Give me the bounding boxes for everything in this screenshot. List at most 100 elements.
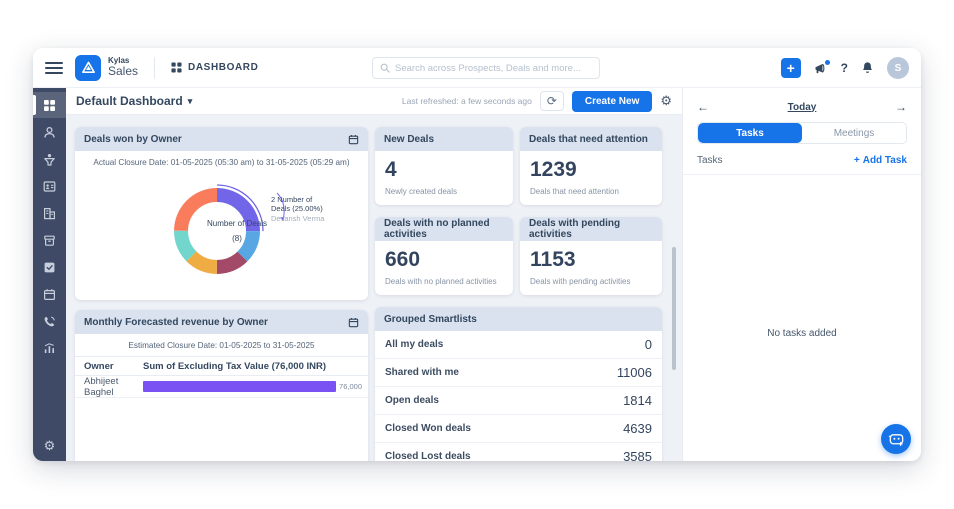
add-task-button[interactable]: + Add Task <box>854 155 907 166</box>
smartlist-count: 3585 <box>623 449 652 461</box>
widget-header: New Deals <box>375 127 513 151</box>
user-avatar[interactable]: S <box>887 57 909 79</box>
dashboard-title: Default Dashboard <box>76 94 183 108</box>
sidebar-item-calls[interactable] <box>33 308 66 334</box>
kpi-value: 1239 <box>530 158 577 181</box>
nav-dashboard[interactable]: DASHBOARD <box>171 62 258 73</box>
smartlist-label: Closed Lost deals <box>385 451 471 461</box>
widget-header: Deals won by Owner <box>75 127 368 151</box>
donut-slice[interactable] <box>174 188 260 274</box>
arrow-left-icon: ← <box>697 100 709 114</box>
smartlist-row[interactable]: Closed Won deals 4639 <box>375 415 662 443</box>
smartlist-row[interactable]: Open deals 1814 <box>375 387 662 415</box>
hamburger-menu-icon[interactable] <box>45 61 63 74</box>
dashboard-selector[interactable]: Default Dashboard ▾ <box>76 94 192 108</box>
sidebar-item-tasks[interactable] <box>33 254 66 280</box>
gear-icon: ⚙ <box>660 93 672 108</box>
dashboard-settings-button[interactable]: ⚙ <box>660 93 672 109</box>
smartlist-row[interactable]: Closed Lost deals 3585 <box>375 443 662 461</box>
smartlist-row[interactable]: Shared with me 11006 <box>375 359 662 387</box>
date-filter-button[interactable] <box>348 134 359 145</box>
sidebar-item-reports[interactable] <box>33 335 66 361</box>
donut-slice[interactable] <box>174 188 260 274</box>
notifications-button[interactable] <box>861 61 874 75</box>
widget-date-range: Actual Closure Date: 01-05-2025 (05:30 a… <box>93 158 350 167</box>
tasks-icon <box>44 262 55 272</box>
sidebar-item-meetings[interactable] <box>33 281 66 307</box>
widget-title: New Deals <box>384 133 435 145</box>
app-window: Kylas Sales DASHBOARD + <box>33 48 921 461</box>
revenue-bar[interactable] <box>143 381 337 392</box>
announcements-button[interactable] <box>814 59 830 75</box>
last-refreshed-text: Last refreshed: a few seconds ago <box>401 96 532 106</box>
sidebar-item-contacts[interactable] <box>33 173 66 199</box>
plus-icon: + <box>853 155 860 166</box>
tab-meetings[interactable]: Meetings <box>802 123 906 143</box>
brand-name: Kylas <box>108 56 130 65</box>
forecast-row[interactable]: Abhijeet Baghel 76,000 <box>75 376 368 398</box>
kpi-caption: Newly created deals <box>385 187 458 196</box>
main-area: Default Dashboard ▾ Last refreshed: a fe… <box>66 88 682 461</box>
smartlist-label: Shared with me <box>385 367 459 378</box>
widget-pending-activities[interactable]: Deals with pending activities 1153 Deals… <box>520 217 662 295</box>
bar-track: 76,000 <box>143 381 368 392</box>
kpi-value: 1153 <box>530 248 576 271</box>
tasks-section-header: Tasks + Add Task <box>683 144 921 175</box>
assistant-chat-button[interactable] <box>881 424 911 454</box>
smartlist-count: 11006 <box>616 365 652 380</box>
widget-new-deals[interactable]: New Deals 4 Newly created deals <box>375 127 513 205</box>
widget-forecast-revenue: Monthly Forecasted revenue by Owner Esti… <box>75 310 368 461</box>
dashboard-content: Deals won by Owner Actual Closure Date: … <box>66 115 682 461</box>
widget-title: Deals with no planned activities <box>384 218 490 240</box>
donut-slice[interactable] <box>174 188 260 274</box>
donut-chart: Number of Deals (8) 2 Number of Deals (2… <box>75 167 368 300</box>
topbar-divider <box>154 56 156 79</box>
widget-title: Deals won by Owner <box>84 133 182 145</box>
widget-no-planned-activities[interactable]: Deals with no planned activities 660 Dea… <box>375 217 513 295</box>
sidebar-item-companies[interactable] <box>33 200 66 226</box>
smartlist-label: All my deals <box>385 339 444 350</box>
refresh-icon: ⟳ <box>546 94 557 108</box>
create-new-button[interactable]: Create New <box>571 90 653 112</box>
bar-value-label: 76,000 <box>339 382 362 391</box>
sidebar-item-leads[interactable] <box>33 119 66 145</box>
kpi-caption: Deals that need attention <box>530 187 619 196</box>
smartlist-label: Open deals <box>385 395 439 406</box>
widget-title: Grouped Smartlists <box>384 313 477 325</box>
callout-owner: Devansh Verma <box>271 213 325 223</box>
nav-dashboard-label: DASHBOARD <box>188 62 259 73</box>
sidebar-item-deals[interactable] <box>33 146 66 172</box>
products-icon <box>44 235 55 246</box>
question-icon: ? <box>840 61 848 75</box>
quick-add-button[interactable]: + <box>780 58 801 78</box>
donut-selected-arc <box>170 184 264 278</box>
dashboard-subheader: Default Dashboard ▾ Last refreshed: a fe… <box>66 88 682 115</box>
help-button[interactable]: ? <box>841 61 848 75</box>
widget-title: Deals that need attention <box>529 133 648 145</box>
smartlist-count: 1814 <box>623 393 652 408</box>
sidebar-item-dashboard[interactable] <box>33 92 66 118</box>
tab-tasks[interactable]: Tasks <box>698 123 802 143</box>
megaphone-icon <box>815 63 825 73</box>
settings-icon: ⚙ <box>43 438 56 453</box>
calendar-icon <box>348 134 359 144</box>
next-day-button[interactable]: → <box>895 100 907 114</box>
vertical-scrollbar[interactable] <box>672 247 676 370</box>
dashboard-grid-icon <box>171 62 182 73</box>
widget-deals-need-attention[interactable]: Deals that need attention 1239 Deals tha… <box>520 127 662 205</box>
donut-chart-svg[interactable] <box>165 171 309 291</box>
refresh-button[interactable]: ⟳ <box>539 91 564 111</box>
date-filter-button[interactable] <box>348 317 359 328</box>
global-search[interactable] <box>372 57 600 79</box>
widget-deals-won-by-owner: Deals won by Owner Actual Closure Date: … <box>75 127 368 300</box>
smartlist-row[interactable]: All my deals 0 <box>375 331 662 359</box>
notification-dot <box>824 59 830 65</box>
sidebar-item-products[interactable] <box>33 227 66 253</box>
plus-icon: + <box>786 60 795 76</box>
widget-header: Grouped Smartlists <box>375 307 662 331</box>
sidebar-settings-button[interactable]: ⚙ <box>33 431 66 461</box>
search-input[interactable] <box>395 62 592 74</box>
today-link[interactable]: Today <box>787 101 817 113</box>
prev-day-button[interactable]: ← <box>697 100 709 114</box>
avatar-initial: S <box>894 62 902 74</box>
